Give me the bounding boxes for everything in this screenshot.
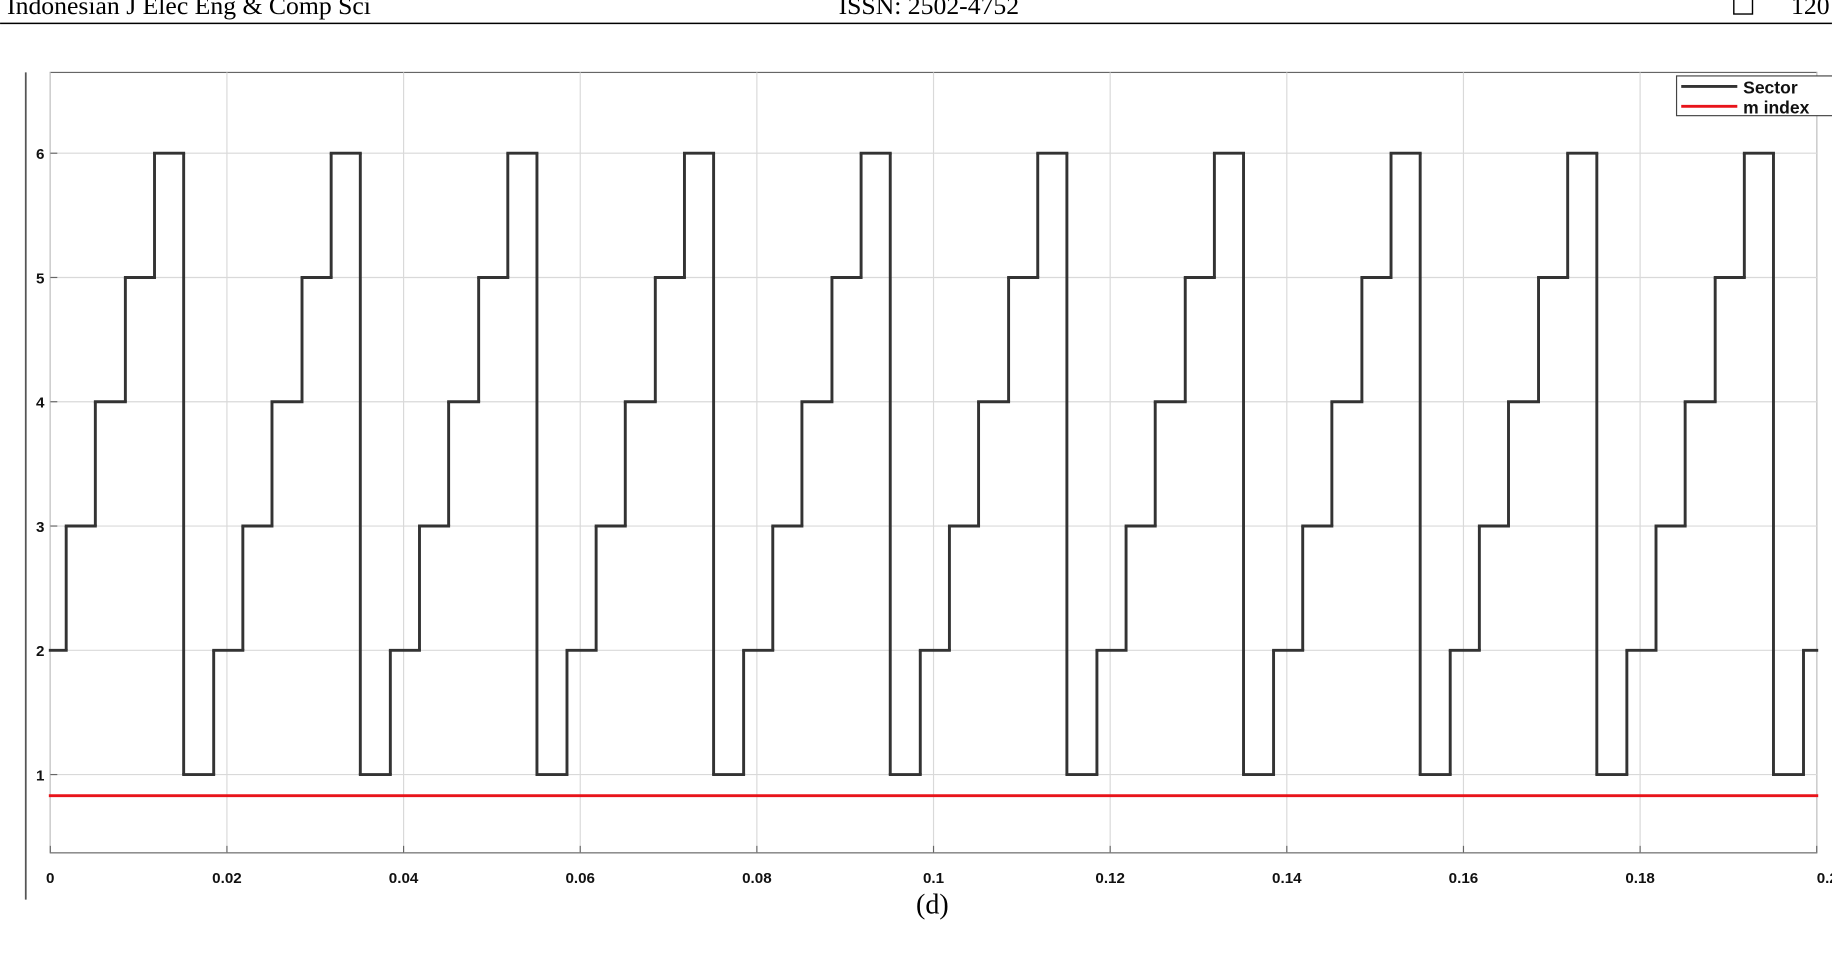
page-number: 120 bbox=[1791, 0, 1830, 20]
caption: (d) bbox=[916, 890, 949, 921]
grid: 0 0.02 0.04 0.06 0.08 0.1 0.12 0.14 0.16 0.18 0.2 1… bbox=[36, 72, 1832, 887]
x-tick-label: 0.06 bbox=[565, 870, 595, 887]
y-tick-label: 5 bbox=[36, 270, 45, 287]
legend-box bbox=[1675, 75, 1832, 117]
x-tick-label: 0.2 bbox=[1817, 870, 1832, 887]
y-tick-label: 6 bbox=[36, 146, 44, 163]
y-tick-label: 4 bbox=[36, 395, 45, 412]
legend-label: m index bbox=[1743, 97, 1809, 117]
y-tick-label: 3 bbox=[36, 519, 44, 536]
marks bbox=[48, 151, 1819, 798]
y-tick-label: 2 bbox=[36, 643, 44, 660]
y-tick-label: 1 bbox=[36, 767, 45, 784]
page-icon bbox=[1733, 0, 1754, 15]
x-tick-label: 0.16 bbox=[1449, 870, 1479, 887]
legend-label: Sector bbox=[1743, 77, 1798, 97]
x-tick-label: 0 bbox=[46, 870, 54, 887]
x-tick-label: 0.14 bbox=[1272, 870, 1302, 887]
x-tick-label: 0.04 bbox=[389, 870, 419, 887]
issn: ISSN: 2502-4752 bbox=[839, 0, 1020, 20]
x-tick-label: 0.18 bbox=[1625, 870, 1655, 887]
x-tick-label: 0.1 bbox=[923, 870, 945, 887]
x-tick-label: 0.08 bbox=[742, 870, 772, 887]
x-tick-label: 0.02 bbox=[212, 870, 242, 887]
journal-name: Indonesian J Elec Eng & Comp Sci bbox=[7, 0, 371, 20]
x-tick-label: 0.12 bbox=[1095, 870, 1125, 887]
